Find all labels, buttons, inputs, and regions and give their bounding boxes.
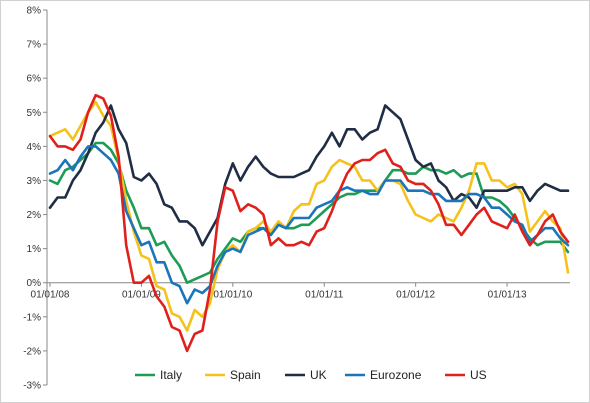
y-tick-label: 4% <box>27 142 42 153</box>
x-tick-label: 01/01/08 <box>31 290 70 301</box>
legend-label-eurozone: Eurozone <box>370 368 422 382</box>
series-line-spain <box>48 100 570 332</box>
legend-label-italy: Italy <box>160 368 182 382</box>
y-axis: 8% 7% 6% 5% 4% 3% 2% 1% 0% -1% -2% -3% <box>23 6 48 392</box>
y-tick-label: 7% <box>27 40 42 51</box>
y-tick-label: 2% <box>27 210 42 221</box>
series-line-eurozone <box>48 145 570 305</box>
y-tick-label: 6% <box>27 74 42 85</box>
series-layer <box>48 93 570 353</box>
y-tick-label: -2% <box>23 346 41 357</box>
y-tick-label: -3% <box>23 381 41 392</box>
y-tick-label: 1% <box>27 244 42 255</box>
legend-label-spain: Spain <box>230 368 261 382</box>
x-tick-label: 01/01/10 <box>213 290 252 301</box>
y-tick-label: 5% <box>27 108 42 119</box>
y-tick-label: 3% <box>27 176 42 187</box>
series-line-italy <box>48 141 570 285</box>
x-tick-label: 01/01/13 <box>488 290 527 301</box>
x-tick-label: 01/01/12 <box>396 290 435 301</box>
x-tick-label: 01/01/09 <box>122 290 161 301</box>
y-tick-label: 0% <box>27 278 42 289</box>
legend: Italy Spain UK Eurozone US <box>135 368 487 382</box>
legend-label-us: US <box>470 368 487 382</box>
x-tick-label: 01/01/11 <box>305 290 344 301</box>
legend-label-uk: UK <box>310 368 327 382</box>
y-tick-label: 8% <box>27 6 42 17</box>
series-line-us <box>48 93 570 353</box>
y-tick-label: -1% <box>23 312 41 323</box>
